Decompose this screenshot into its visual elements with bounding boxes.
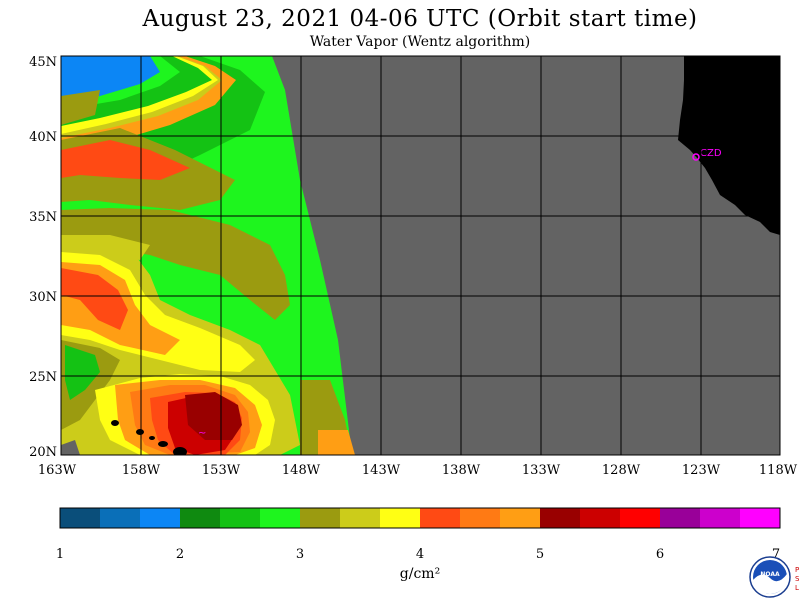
psl-logo-text-l: L	[795, 584, 799, 592]
psl-logo: P S L	[795, 566, 800, 592]
lat-label-45n: 45N	[29, 55, 57, 70]
colorbar-tick-5: 5	[536, 547, 544, 562]
colorbar-swatch	[660, 508, 701, 528]
lon-label-158w: 158W	[122, 463, 161, 478]
hawaii-station-icon: ~	[198, 428, 206, 439]
station-marker-icon	[692, 153, 700, 161]
colorbar-labels: 1 2 3 4 5 6 7	[56, 547, 780, 562]
lon-label-128w: 128W	[602, 463, 641, 478]
colorbar-swatch	[540, 508, 581, 528]
page-subtitle: Water Vapor (Wentz algorithm)	[309, 34, 531, 50]
psl-logo-text-p: P	[795, 566, 799, 574]
water-vapor-swath	[61, 56, 355, 455]
noaa-logo: NOAA	[749, 556, 791, 598]
colorbar-tick-2: 2	[176, 547, 184, 562]
colorbar-swatch	[700, 508, 741, 528]
colorbar-swatch	[260, 508, 301, 528]
lon-label-138w: 138W	[442, 463, 481, 478]
colorbar-tick-1: 1	[56, 547, 64, 562]
colorbar	[60, 508, 781, 528]
map-area: CZD ~	[61, 56, 780, 455]
colorbar-swatch	[740, 508, 781, 528]
lon-label-123w: 123W	[682, 463, 721, 478]
longitude-labels: 163W 158W 153W 148W 143W 138W 133W 128W …	[38, 463, 798, 478]
lat-label-25n: 25N	[29, 370, 57, 385]
colorbar-swatch	[180, 508, 221, 528]
colorbar-swatch	[420, 508, 461, 528]
colorbar-tick-3: 3	[296, 547, 304, 562]
colorbar-tick-7: 7	[772, 547, 780, 562]
page-title: August 23, 2021 04-06 UTC (Orbit start t…	[142, 6, 698, 32]
station-label: CZD	[700, 148, 722, 159]
lon-label-163w: 163W	[38, 463, 77, 478]
lat-label-30n: 30N	[29, 290, 57, 305]
colorbar-swatch	[620, 508, 661, 528]
colorbar-swatch	[300, 508, 341, 528]
lon-label-153w: 153W	[202, 463, 241, 478]
psl-logo-text-s: S	[795, 575, 800, 583]
colorbar-tick-6: 6	[656, 547, 664, 562]
colorbar-swatch	[380, 508, 421, 528]
colorbar-swatch	[500, 508, 541, 528]
colorbar-swatch	[220, 508, 261, 528]
colorbar-swatch	[580, 508, 621, 528]
colorbar-swatch	[340, 508, 381, 528]
colorbar-frame	[59, 507, 781, 529]
noaa-logo-text: NOAA	[760, 571, 780, 578]
map-frame	[60, 55, 781, 456]
lat-label-20n: 20N	[29, 445, 57, 460]
colorbar-swatch	[140, 508, 181, 528]
colorbar-swatch	[60, 508, 101, 528]
colorbar-swatch	[100, 508, 141, 528]
land-mass	[678, 56, 780, 235]
lat-label-40n: 40N	[29, 130, 57, 145]
lon-label-118w: 118W	[759, 463, 798, 478]
latitude-labels: 45N 40N 35N 30N 25N 20N	[29, 55, 57, 460]
hawaiian-islands	[111, 420, 187, 455]
lon-label-143w: 143W	[362, 463, 401, 478]
lat-label-35n: 35N	[29, 210, 57, 225]
lon-label-133w: 133W	[522, 463, 561, 478]
map-grid	[61, 56, 780, 455]
colorbar-swatch	[460, 508, 501, 528]
colorbar-tick-4: 4	[416, 547, 424, 562]
colorbar-unit: g/cm²	[400, 566, 440, 582]
lon-label-148w: 148W	[282, 463, 321, 478]
